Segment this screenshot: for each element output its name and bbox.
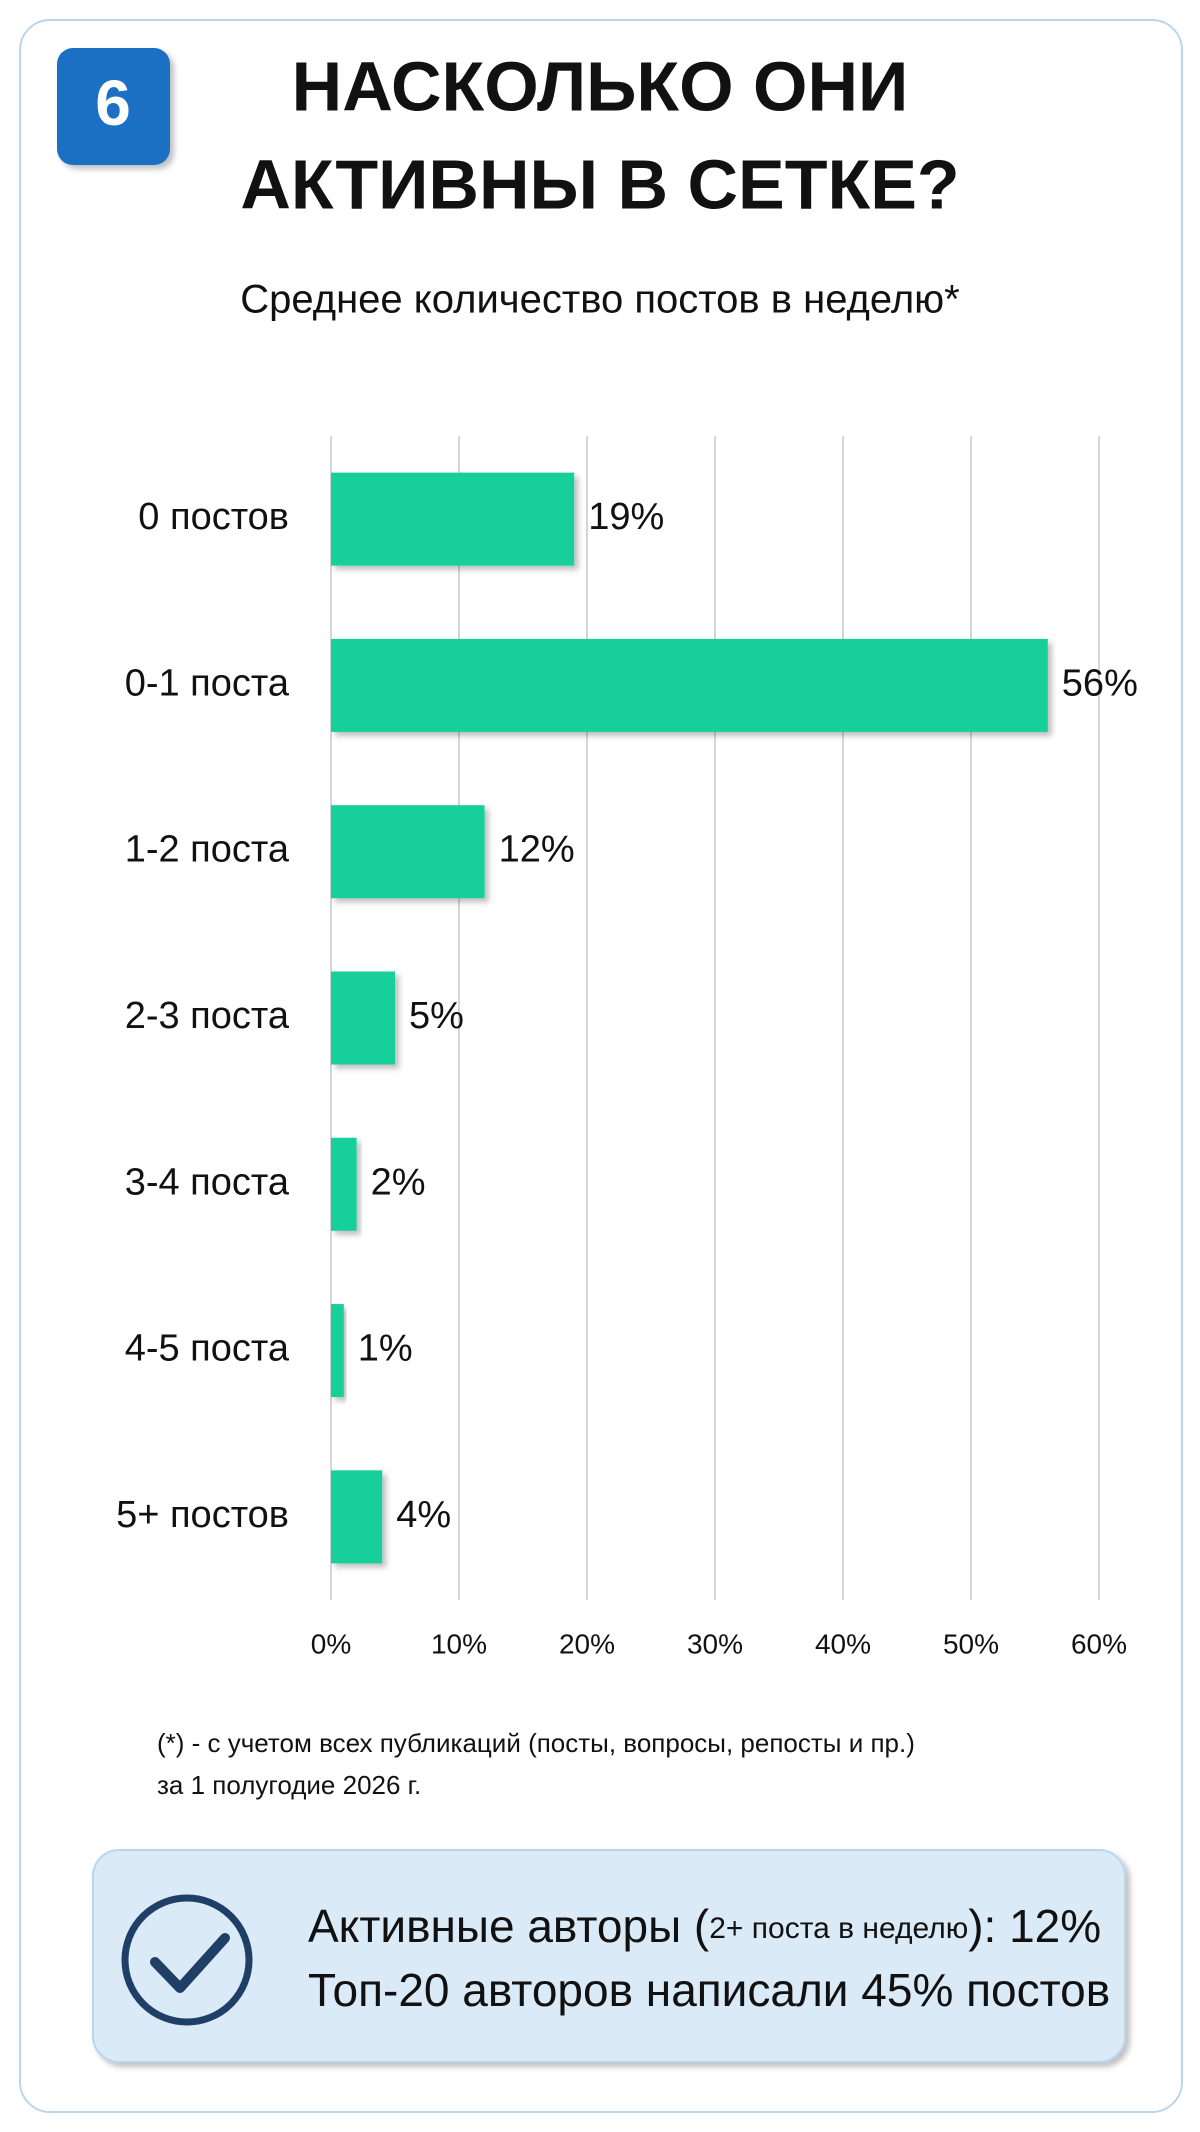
bar [331, 638, 1048, 732]
subtitle: Среднее количество постов в неделю* [240, 278, 959, 322]
check-mark [150, 1933, 230, 1993]
y-tick-label: 2-3 поста [125, 995, 290, 1037]
title: НАСКОЛЬКО ОНИ [292, 47, 909, 125]
callout-line: Активные авторы (2+ поста в неделю): 12% [308, 1900, 1101, 1952]
data-label: 19% [588, 496, 664, 538]
data-label: 5% [409, 995, 464, 1037]
badge [57, 48, 170, 165]
y-tick-label: 0 постов [138, 496, 289, 538]
callout-text: ): 12% [968, 1900, 1101, 1952]
callout-text: 2+ поста в неделю [709, 1912, 968, 1945]
data-label: 4% [396, 1494, 451, 1536]
card [19, 19, 1183, 2113]
x-tick-label: 50% [943, 1628, 999, 1659]
callout-text: Активные авторы ( [308, 1900, 710, 1952]
data-label: 1% [358, 1328, 413, 1370]
x-tick-label: 40% [815, 1628, 871, 1659]
check-icon [121, 1894, 253, 2026]
x-tick-label: 30% [687, 1628, 743, 1659]
data-label: 2% [371, 1161, 426, 1203]
bar [331, 1137, 357, 1231]
footnote: за 1 полугодие 2026 г. [157, 1770, 421, 1800]
bar [331, 971, 395, 1065]
data-label: 56% [1062, 662, 1138, 704]
bar [331, 1470, 383, 1564]
data-label: 12% [499, 829, 575, 871]
title: АКТИВНЫ В СЕТКЕ? [240, 145, 959, 223]
x-tick-label: 0% [311, 1628, 351, 1659]
x-tick-label: 10% [431, 1628, 487, 1659]
bar [331, 805, 485, 899]
y-tick-label: 4-5 поста [125, 1328, 290, 1370]
bar [331, 1304, 344, 1398]
y-tick-label: 1-2 поста [125, 829, 290, 871]
callout-line: Топ-20 авторов написали 45% постов [308, 1964, 1110, 2016]
y-tick-label: 0-1 поста [125, 662, 290, 704]
y-tick-label: 5+ постов [116, 1494, 289, 1536]
callout-box [92, 1849, 1126, 2063]
x-tick-label: 20% [559, 1628, 615, 1659]
bar [331, 472, 575, 566]
footnote: (*) - с учетом всех публикаций (посты, в… [157, 1728, 915, 1758]
y-tick-label: 3-4 поста [125, 1161, 290, 1203]
x-tick-label: 60% [1071, 1628, 1127, 1659]
badge-number: 6 [95, 67, 131, 139]
